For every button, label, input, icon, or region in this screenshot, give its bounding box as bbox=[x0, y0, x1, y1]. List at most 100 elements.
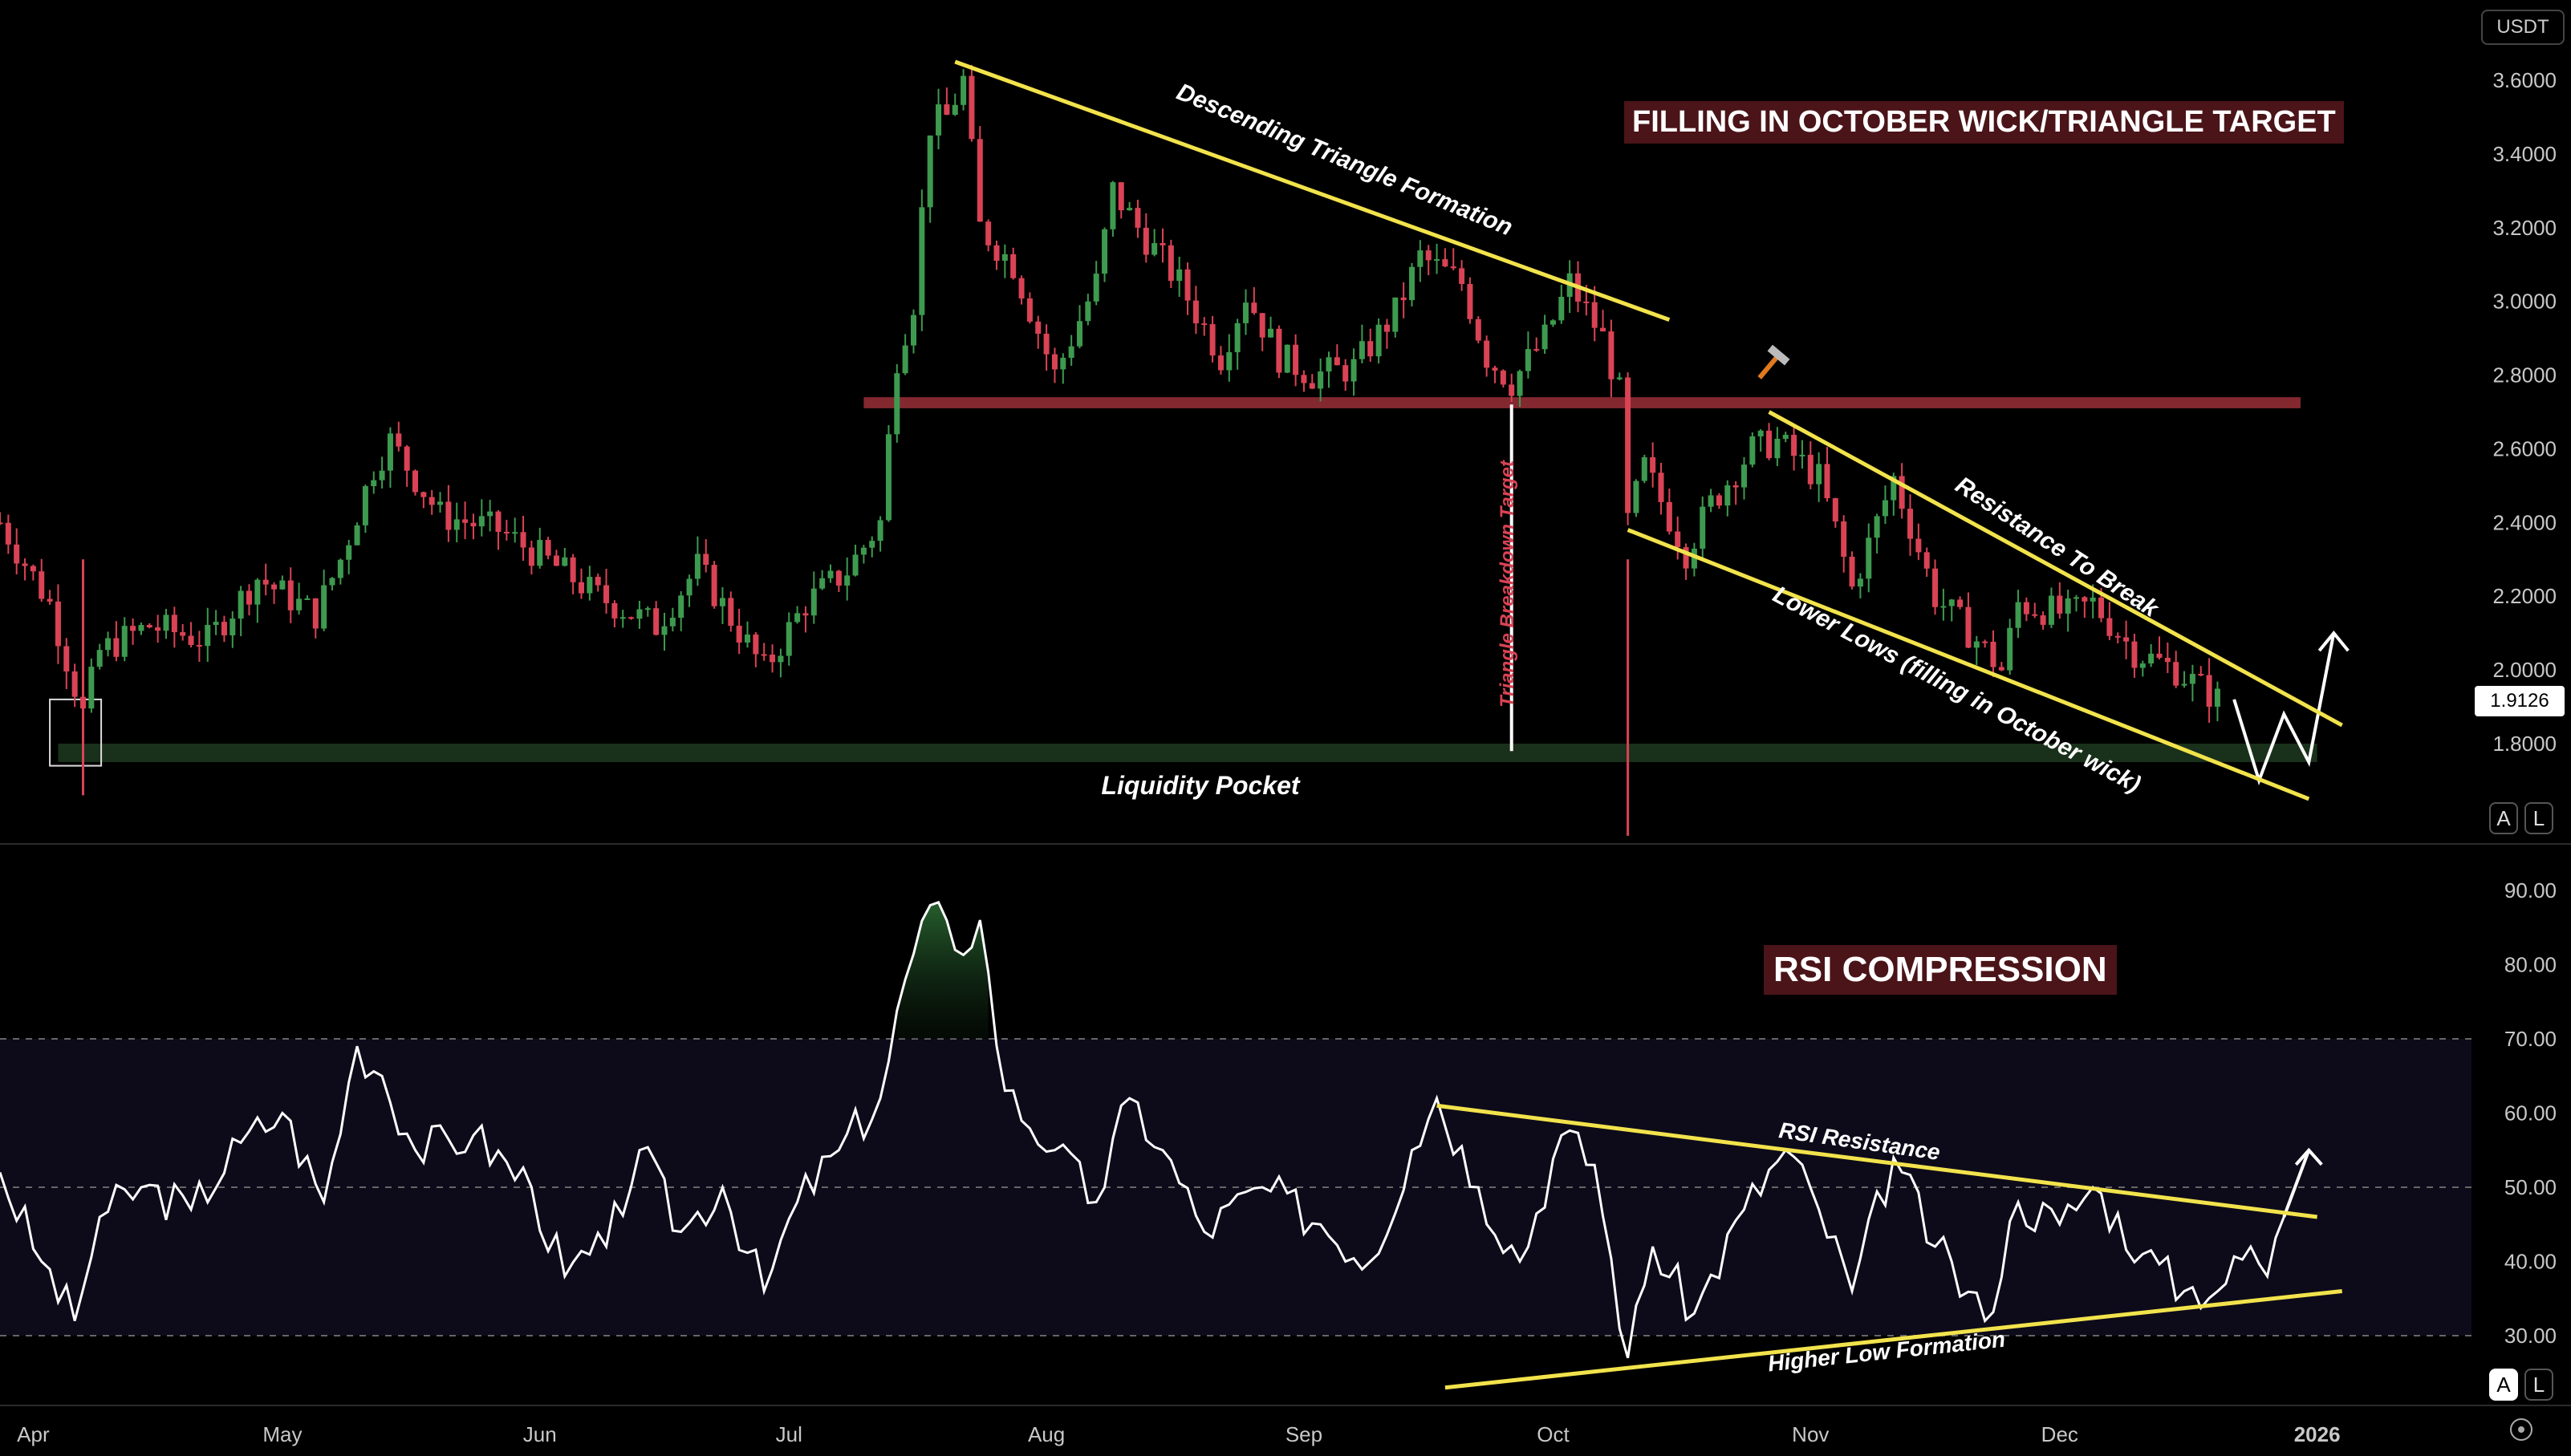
candle bbox=[1209, 315, 1216, 363]
rsi-log-scale-button[interactable]: L bbox=[2524, 1369, 2553, 1401]
candle bbox=[0, 512, 3, 525]
candle-body bbox=[404, 446, 410, 471]
candle bbox=[1434, 243, 1440, 274]
candle-body bbox=[2189, 674, 2195, 684]
candle bbox=[1899, 463, 1905, 519]
candle bbox=[1550, 318, 1556, 327]
rsi-auto-scale-button[interactable]: A bbox=[2489, 1369, 2518, 1401]
candles-layer bbox=[0, 64, 2220, 836]
candle-body bbox=[346, 545, 352, 560]
candle bbox=[1350, 348, 1357, 396]
candle-body bbox=[196, 644, 202, 647]
candle-body bbox=[1284, 344, 1290, 373]
rsi-tick-label: 80.00 bbox=[2504, 953, 2557, 977]
candle-body bbox=[1650, 457, 1656, 473]
candle bbox=[312, 598, 319, 639]
candle bbox=[852, 544, 859, 577]
candle-body bbox=[5, 522, 11, 545]
candle bbox=[1143, 213, 1149, 263]
candle bbox=[1608, 319, 1614, 398]
candle-body bbox=[2032, 614, 2038, 616]
candle bbox=[1417, 240, 1424, 282]
candle-body bbox=[2148, 653, 2155, 664]
candle bbox=[919, 189, 925, 331]
candle-body bbox=[428, 497, 435, 505]
candle-body bbox=[1583, 301, 1590, 303]
candle bbox=[1459, 260, 1465, 291]
candle-body bbox=[1184, 269, 1191, 301]
candle bbox=[961, 69, 967, 111]
candle-body bbox=[2164, 657, 2171, 663]
rsi-tick-label: 70.00 bbox=[2504, 1027, 2557, 1051]
candle bbox=[1276, 325, 1282, 379]
candle bbox=[528, 541, 534, 575]
candle-body bbox=[96, 650, 103, 667]
candle-body bbox=[819, 578, 826, 589]
candle bbox=[1383, 318, 1390, 349]
candle bbox=[1857, 573, 1863, 598]
candle bbox=[1691, 542, 1697, 577]
candle-body bbox=[2090, 597, 2096, 602]
candle-body bbox=[1550, 320, 1556, 325]
candle bbox=[2156, 636, 2163, 660]
candle-body bbox=[860, 547, 867, 555]
candle bbox=[188, 622, 194, 648]
candle-body bbox=[1359, 341, 1365, 359]
currency-selector[interactable]: USDT bbox=[2481, 10, 2565, 45]
background-layer bbox=[0, 843, 2571, 1406]
candle bbox=[636, 601, 643, 629]
candle-body bbox=[420, 492, 427, 497]
price-tick-label: 3.4000 bbox=[2492, 142, 2557, 166]
candle bbox=[711, 561, 717, 609]
candle bbox=[1001, 244, 1008, 278]
candle-body bbox=[745, 634, 750, 643]
candle bbox=[379, 456, 385, 489]
candle-body bbox=[719, 598, 725, 606]
candle bbox=[163, 608, 169, 639]
candle-body bbox=[88, 667, 95, 709]
candle-body bbox=[579, 582, 584, 594]
candle-body bbox=[1077, 321, 1082, 347]
candle bbox=[1110, 180, 1116, 237]
candle-body bbox=[711, 565, 717, 606]
candle bbox=[1683, 543, 1689, 580]
candle bbox=[669, 607, 676, 632]
candle-body bbox=[678, 595, 684, 618]
settings-gear-icon[interactable] bbox=[2510, 1418, 2532, 1441]
trendlines-layer bbox=[954, 59, 2350, 1390]
candle-body bbox=[562, 557, 568, 566]
candle-body bbox=[453, 519, 460, 530]
price-tick-label: 2.6000 bbox=[2492, 436, 2557, 460]
auto-scale-button[interactable]: A bbox=[2489, 802, 2518, 834]
candle-body bbox=[1110, 182, 1116, 229]
candle-body bbox=[246, 590, 252, 605]
candle-body bbox=[2139, 663, 2146, 668]
time-tick-label: Sep bbox=[1286, 1422, 1322, 1446]
candle-body bbox=[778, 655, 784, 663]
candle-body bbox=[2106, 618, 2113, 636]
candle-body bbox=[1318, 371, 1324, 389]
candle-body bbox=[1558, 297, 1565, 321]
candle-body bbox=[47, 598, 53, 602]
candle-body bbox=[296, 598, 303, 610]
log-scale-button[interactable]: L bbox=[2524, 802, 2553, 834]
candle bbox=[1450, 248, 1456, 271]
candle-body bbox=[1001, 253, 1008, 262]
candle bbox=[420, 491, 427, 509]
candle bbox=[1625, 372, 1631, 525]
candle-body bbox=[1824, 464, 1830, 499]
candle-body bbox=[1625, 377, 1631, 513]
candle-body bbox=[911, 314, 916, 346]
candle-body bbox=[1192, 300, 1199, 324]
candle bbox=[1600, 310, 1606, 332]
time-tick-label: Jul bbox=[776, 1422, 802, 1446]
candle-body bbox=[1060, 358, 1066, 370]
candle-body bbox=[2082, 597, 2088, 602]
candle-body bbox=[2181, 683, 2187, 686]
candle bbox=[1243, 289, 1249, 335]
candle-body bbox=[487, 511, 493, 517]
candle-body bbox=[545, 540, 551, 556]
candle-body bbox=[927, 135, 933, 208]
